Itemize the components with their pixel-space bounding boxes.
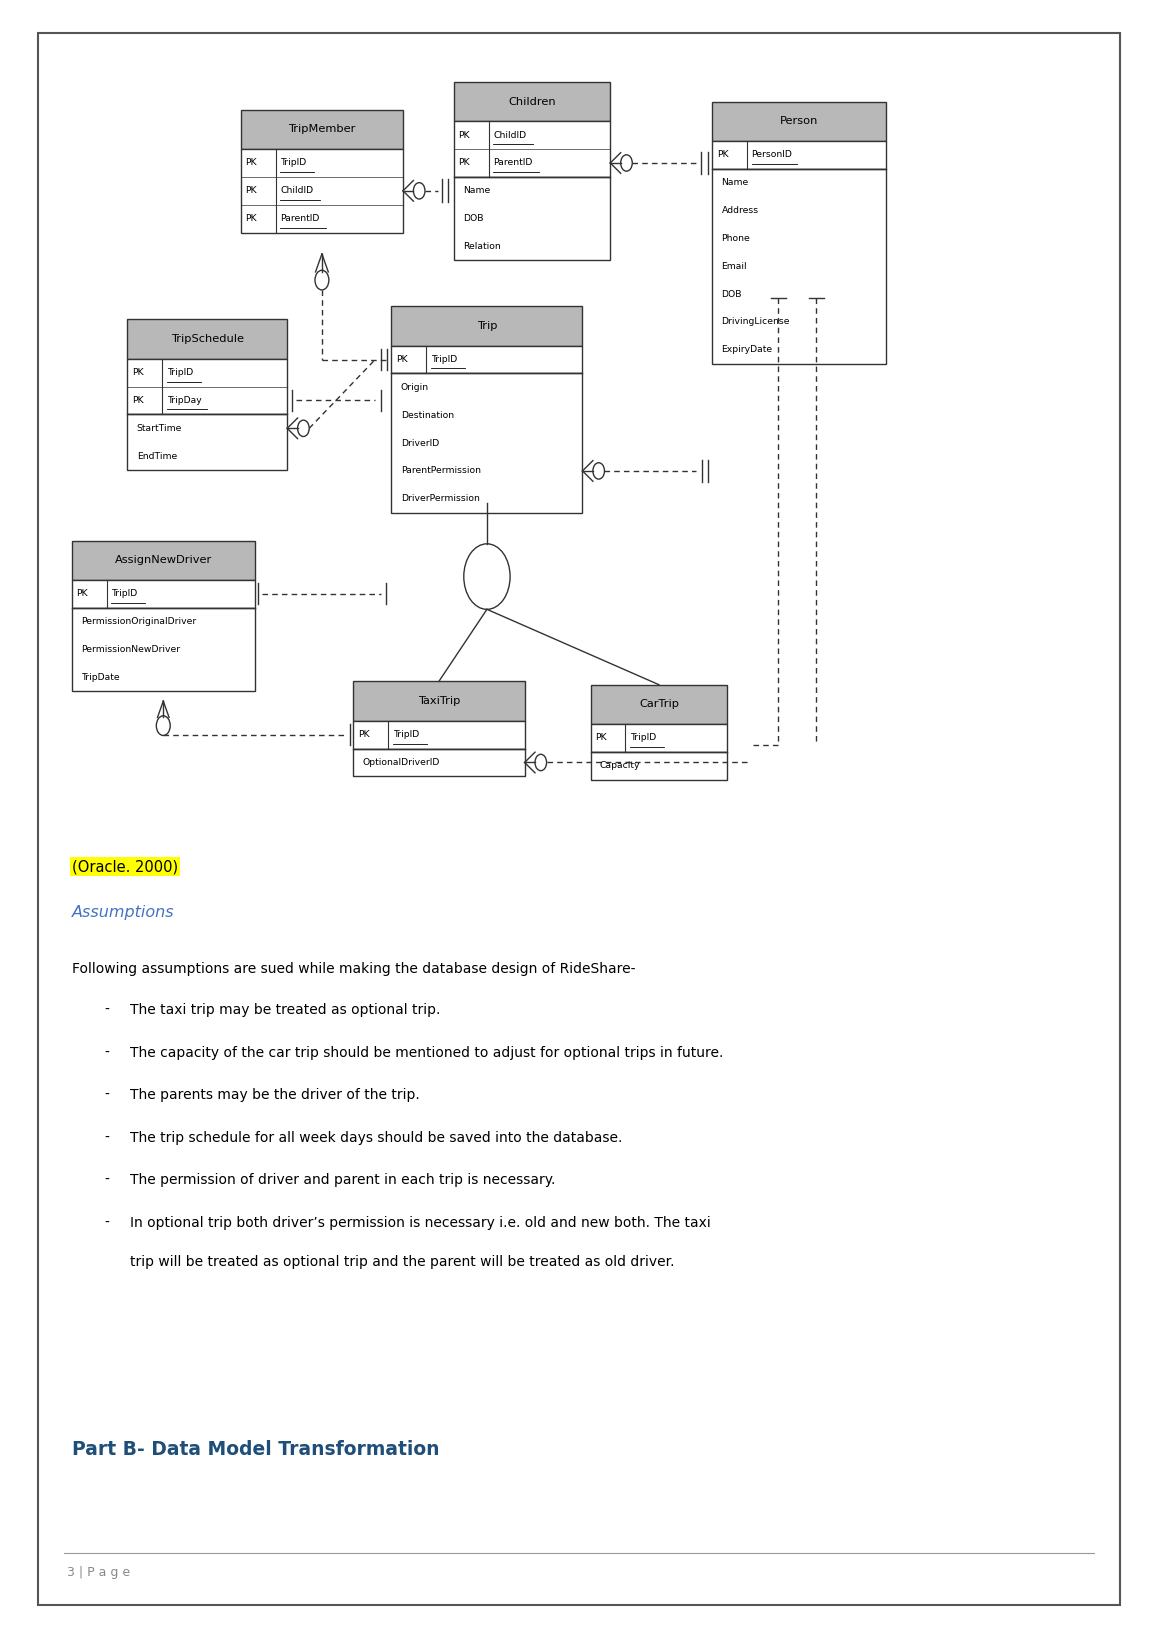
- Text: trip will be treated as optional trip and the parent will be treated as old driv: trip will be treated as optional trip an…: [130, 1255, 674, 1269]
- Text: Assumptions: Assumptions: [72, 906, 175, 921]
- Bar: [127, 414, 287, 470]
- Text: ParentPermission: ParentPermission: [401, 467, 481, 475]
- Text: PK: PK: [459, 131, 470, 139]
- Text: TripID: TripID: [431, 355, 457, 364]
- Bar: [454, 177, 610, 260]
- Text: TripSchedule: TripSchedule: [170, 334, 244, 344]
- Text: In optional trip both driver’s permission is necessary i.e. old and new both. Th: In optional trip both driver’s permissio…: [130, 1215, 711, 1230]
- Text: DOB: DOB: [463, 215, 484, 223]
- Text: ParentID: ParentID: [493, 159, 533, 167]
- Text: Address: Address: [721, 206, 758, 215]
- Text: -: -: [104, 1173, 109, 1188]
- Text: EndTime: EndTime: [137, 452, 177, 460]
- Text: TaxiTrip: TaxiTrip: [418, 696, 460, 706]
- Text: AssignNewDriver: AssignNewDriver: [115, 555, 212, 565]
- Text: PK: PK: [717, 151, 728, 159]
- Text: StartTime: StartTime: [137, 424, 182, 432]
- Bar: [591, 724, 727, 752]
- Text: PersonID: PersonID: [752, 151, 792, 159]
- Text: DOB: DOB: [721, 290, 742, 298]
- Text: PK: PK: [595, 734, 607, 742]
- Bar: [72, 580, 255, 608]
- Bar: [241, 149, 403, 233]
- Text: Following assumptions are sued while making the database design of RideShare-: Following assumptions are sued while mak…: [72, 962, 636, 976]
- Bar: [712, 169, 886, 364]
- Text: PK: PK: [245, 187, 257, 195]
- Text: The capacity of the car trip should be mentioned to adjust for optional trips in: The capacity of the car trip should be m…: [130, 1045, 723, 1060]
- Text: PK: PK: [132, 369, 144, 377]
- Text: PermissionOriginalDriver: PermissionOriginalDriver: [81, 618, 197, 626]
- Bar: [454, 121, 610, 177]
- Bar: [127, 319, 287, 359]
- Bar: [454, 82, 610, 121]
- Text: TripID: TripID: [630, 734, 657, 742]
- Text: ChildID: ChildID: [493, 131, 527, 139]
- Text: Capacity: Capacity: [600, 762, 640, 770]
- Text: ExpiryDate: ExpiryDate: [721, 346, 772, 354]
- Text: PK: PK: [245, 159, 257, 167]
- Text: Origin: Origin: [401, 383, 428, 391]
- Bar: [391, 346, 582, 373]
- Text: ParentID: ParentID: [280, 215, 320, 223]
- Bar: [712, 102, 886, 141]
- Text: The permission of driver and parent in each trip is necessary.: The permission of driver and parent in e…: [130, 1173, 555, 1188]
- Text: The parents may be the driver of the trip.: The parents may be the driver of the tri…: [130, 1088, 419, 1102]
- Text: Email: Email: [721, 262, 747, 270]
- Text: Person: Person: [779, 116, 819, 126]
- Bar: [241, 110, 403, 149]
- Text: (Oracle. 2000): (Oracle. 2000): [72, 860, 178, 875]
- Text: DriverPermission: DriverPermission: [401, 495, 479, 503]
- Bar: [72, 541, 255, 580]
- Text: Destination: Destination: [401, 411, 454, 419]
- Text: TripID: TripID: [111, 590, 138, 598]
- Text: TripID: TripID: [167, 369, 193, 377]
- Text: CarTrip: CarTrip: [639, 699, 679, 709]
- Text: Phone: Phone: [721, 234, 750, 242]
- Text: TripID: TripID: [280, 159, 307, 167]
- Bar: [353, 721, 525, 749]
- Text: Children: Children: [508, 97, 556, 106]
- Bar: [127, 359, 287, 414]
- Bar: [712, 141, 886, 169]
- Text: -: -: [104, 1130, 109, 1145]
- Text: Part B- Data Model Transformation: Part B- Data Model Transformation: [72, 1440, 439, 1458]
- Text: -: -: [104, 1045, 109, 1060]
- Text: PK: PK: [396, 355, 408, 364]
- Bar: [391, 373, 582, 513]
- Text: -: -: [104, 1215, 109, 1230]
- Text: ChildID: ChildID: [280, 187, 314, 195]
- Bar: [72, 608, 255, 691]
- Text: -: -: [104, 1088, 109, 1102]
- Text: Relation: Relation: [463, 242, 501, 251]
- Text: Trip: Trip: [477, 321, 497, 331]
- Text: Name: Name: [463, 187, 491, 195]
- Text: DriverID: DriverID: [401, 439, 439, 447]
- Text: OptionalDriverID: OptionalDriverID: [362, 758, 440, 767]
- Text: PK: PK: [76, 590, 88, 598]
- Text: TripDate: TripDate: [81, 673, 119, 681]
- Text: TripDay: TripDay: [167, 396, 201, 405]
- Bar: [591, 685, 727, 724]
- Circle shape: [463, 544, 510, 609]
- Bar: [591, 752, 727, 780]
- Text: The trip schedule for all week days should be saved into the database.: The trip schedule for all week days shou…: [130, 1130, 622, 1145]
- Text: PK: PK: [358, 731, 369, 739]
- Bar: [353, 749, 525, 776]
- Text: TripMember: TripMember: [288, 124, 356, 134]
- Text: Name: Name: [721, 179, 749, 187]
- Text: DrivingLicense: DrivingLicense: [721, 318, 790, 326]
- Text: PK: PK: [459, 159, 470, 167]
- Text: 3 | P a g e: 3 | P a g e: [67, 1566, 131, 1579]
- Bar: [391, 306, 582, 346]
- Text: PermissionNewDriver: PermissionNewDriver: [81, 645, 181, 654]
- Text: TripID: TripID: [393, 731, 419, 739]
- Bar: [353, 681, 525, 721]
- Text: The taxi trip may be treated as optional trip.: The taxi trip may be treated as optional…: [130, 1002, 440, 1017]
- Text: PK: PK: [245, 215, 257, 223]
- Text: PK: PK: [132, 396, 144, 405]
- Text: -: -: [104, 1002, 109, 1017]
